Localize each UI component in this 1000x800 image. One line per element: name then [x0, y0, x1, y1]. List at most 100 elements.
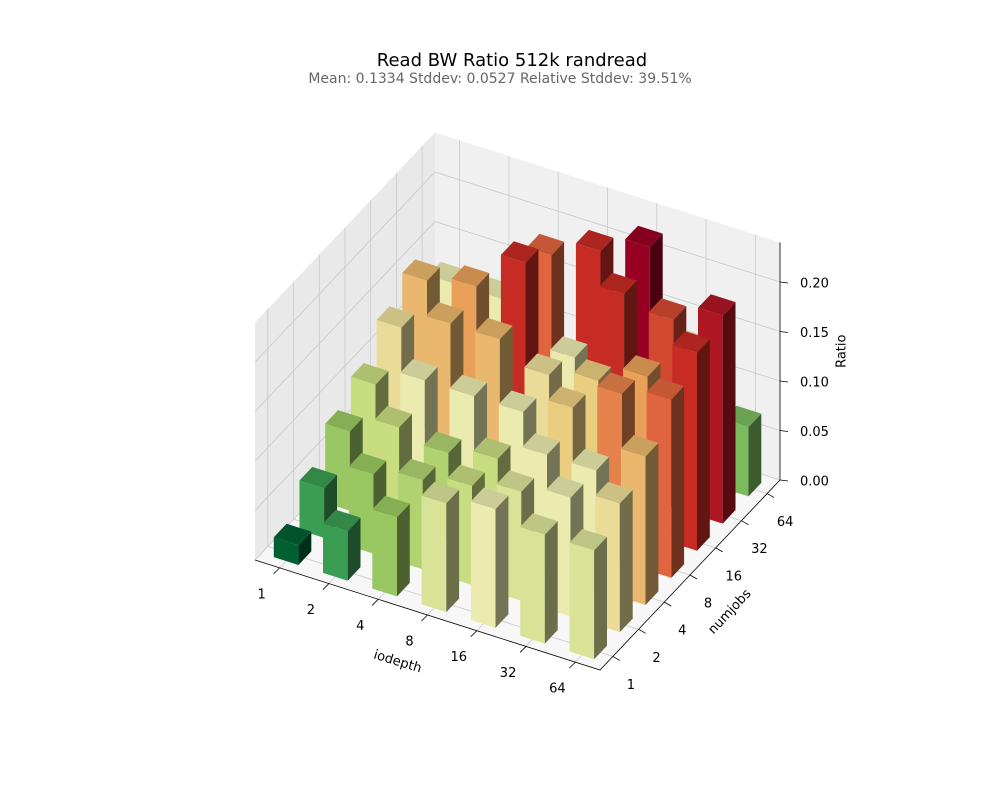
- bar-top: [451, 265, 490, 287]
- bar-top: [522, 433, 560, 455]
- x-tick: [519, 646, 527, 653]
- z-tick: [779, 331, 789, 333]
- x-tick: [470, 630, 478, 637]
- bar-top: [548, 386, 586, 408]
- x-tick: [322, 583, 330, 590]
- bar-top: [348, 452, 387, 475]
- bar-top: [323, 509, 361, 532]
- bar-top: [402, 259, 440, 281]
- bar-top: [400, 359, 438, 381]
- bar-top: [496, 470, 535, 492]
- bar-top: [325, 410, 363, 432]
- z-tick-label: 0.00: [800, 475, 829, 490]
- x-tick: [371, 599, 379, 606]
- y-axis-label: numjobs: [706, 586, 755, 637]
- x-tick-label: 1: [258, 587, 266, 602]
- bar-top: [672, 331, 710, 353]
- bar-top: [372, 495, 410, 518]
- bar-top: [273, 523, 312, 546]
- bar-top: [425, 302, 464, 324]
- y-tick: [715, 547, 723, 553]
- y-tick-label: 1: [627, 678, 635, 693]
- x-tick-label: 4: [356, 619, 364, 634]
- chart-title: Read BW Ratio 512k randread: [377, 50, 647, 71]
- x-tick: [273, 567, 280, 575]
- bar-top: [475, 317, 513, 340]
- z-tick: [779, 430, 789, 432]
- bar: [273, 523, 312, 565]
- bar-side: [645, 442, 659, 605]
- bar-front: [421, 495, 447, 613]
- bar-top: [550, 336, 588, 358]
- bar-front: [372, 509, 397, 597]
- axis-line: [254, 479, 781, 671]
- y-tick-label: 32: [751, 542, 768, 557]
- bar: [569, 529, 607, 660]
- bar: [470, 487, 509, 628]
- bar-top: [625, 225, 663, 248]
- bar-top: [648, 298, 687, 320]
- bar-side: [446, 489, 460, 613]
- y-tick: [766, 493, 775, 498]
- chart-subtitle: Mean: 0.1334 Stddev: 0.0527 Relative Std…: [308, 71, 691, 87]
- x-tick-label: 2: [307, 603, 315, 618]
- z-tick: [779, 479, 789, 482]
- bar-top: [573, 359, 612, 381]
- bar-front: [323, 523, 348, 581]
- bar-side: [397, 503, 410, 597]
- bar-side: [495, 495, 509, 628]
- bar: [520, 513, 558, 644]
- bar-top: [421, 481, 460, 504]
- bar-top: [473, 437, 511, 459]
- x-tick: [421, 614, 428, 622]
- y-tick-label: 2: [652, 651, 660, 666]
- y-tick: [689, 574, 698, 580]
- z-tick-label: 0.10: [800, 376, 829, 391]
- bar-top: [698, 294, 736, 316]
- bar-side: [544, 521, 558, 644]
- bar-front: [273, 537, 299, 565]
- bar-top: [498, 390, 537, 412]
- x-tick: [569, 661, 576, 669]
- grid-line: [254, 221, 781, 412]
- bar-top: [447, 464, 485, 486]
- bar-side: [748, 413, 762, 497]
- y-tick: [612, 656, 621, 661]
- bar-top: [597, 372, 635, 394]
- bar-top: [599, 272, 637, 295]
- bar-top: [571, 449, 610, 471]
- z-tick-label: 0.15: [800, 326, 829, 341]
- bar-top: [569, 529, 607, 551]
- y-tick-label: 4: [678, 624, 686, 639]
- bar-side: [619, 489, 633, 633]
- bar-front: [299, 480, 325, 538]
- z-tick-label: 0.05: [800, 425, 829, 440]
- bar: [372, 495, 410, 597]
- bar-side: [722, 302, 736, 524]
- bar-top: [595, 482, 633, 504]
- y-tick-label: 8: [704, 597, 712, 612]
- bar: [421, 481, 460, 613]
- bar-top: [449, 374, 487, 397]
- grid-line: [254, 171, 781, 363]
- y-tick: [638, 628, 646, 634]
- x-tick-label: 64: [549, 682, 566, 697]
- y-tick-label: 16: [725, 569, 742, 584]
- bar-side: [298, 531, 312, 565]
- bar-top: [520, 513, 558, 535]
- bar: [323, 509, 361, 581]
- bar-top: [620, 435, 659, 457]
- bar-top: [350, 363, 389, 385]
- bar-top: [299, 466, 337, 489]
- bar-side: [671, 386, 685, 578]
- bar-front: [520, 526, 545, 644]
- bar-top: [524, 353, 562, 375]
- z-axis-label: Ratio: [835, 334, 850, 367]
- bar-top: [575, 229, 614, 252]
- bar-top: [374, 406, 412, 428]
- bar-top: [423, 431, 462, 453]
- y-tick-label: 64: [777, 515, 794, 530]
- y-tick: [664, 601, 672, 607]
- bar-top: [646, 378, 685, 400]
